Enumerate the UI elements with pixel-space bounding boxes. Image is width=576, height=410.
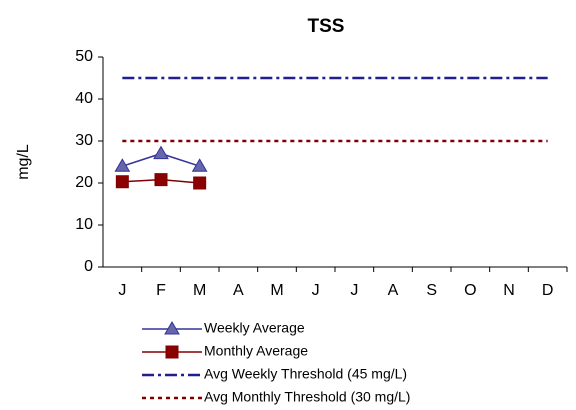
marker (115, 175, 129, 189)
y-axis-label: mg/L (15, 144, 32, 180)
y-tick-label: 30 (75, 132, 93, 149)
legend-label: Weekly Average (204, 320, 305, 336)
y-tick-label: 40 (75, 90, 93, 107)
x-tick-label: N (503, 282, 515, 299)
chart-title: TSS (308, 16, 345, 37)
marker (154, 173, 168, 187)
legend-label: Avg Monthly Threshold (30 mg/L) (204, 389, 410, 405)
x-tick-label: J (312, 282, 320, 299)
x-tick-label: A (388, 282, 399, 299)
y-tick-label: 50 (75, 48, 93, 65)
x-tick-label: A (233, 282, 244, 299)
legend-label: Monthly Average (204, 343, 308, 359)
legend-marker (164, 321, 180, 335)
y-tick-label: 0 (84, 258, 93, 275)
x-tick-label: M (193, 282, 206, 299)
x-tick-label: D (542, 282, 554, 299)
x-tick-label: S (426, 282, 437, 299)
marker (191, 158, 208, 172)
x-tick-label: M (270, 282, 283, 299)
marker (153, 145, 169, 160)
legend-label: Avg Weekly Threshold (45 mg/L) (204, 366, 407, 382)
x-tick-label: F (156, 282, 166, 299)
y-tick-label: 20 (75, 174, 93, 191)
x-tick-label: O (464, 282, 476, 299)
x-tick-label: J (350, 282, 358, 299)
marker (193, 176, 207, 190)
legend-marker (165, 345, 179, 359)
x-tick-label: J (118, 282, 126, 299)
y-tick-label: 10 (75, 216, 93, 233)
marker (114, 158, 131, 172)
